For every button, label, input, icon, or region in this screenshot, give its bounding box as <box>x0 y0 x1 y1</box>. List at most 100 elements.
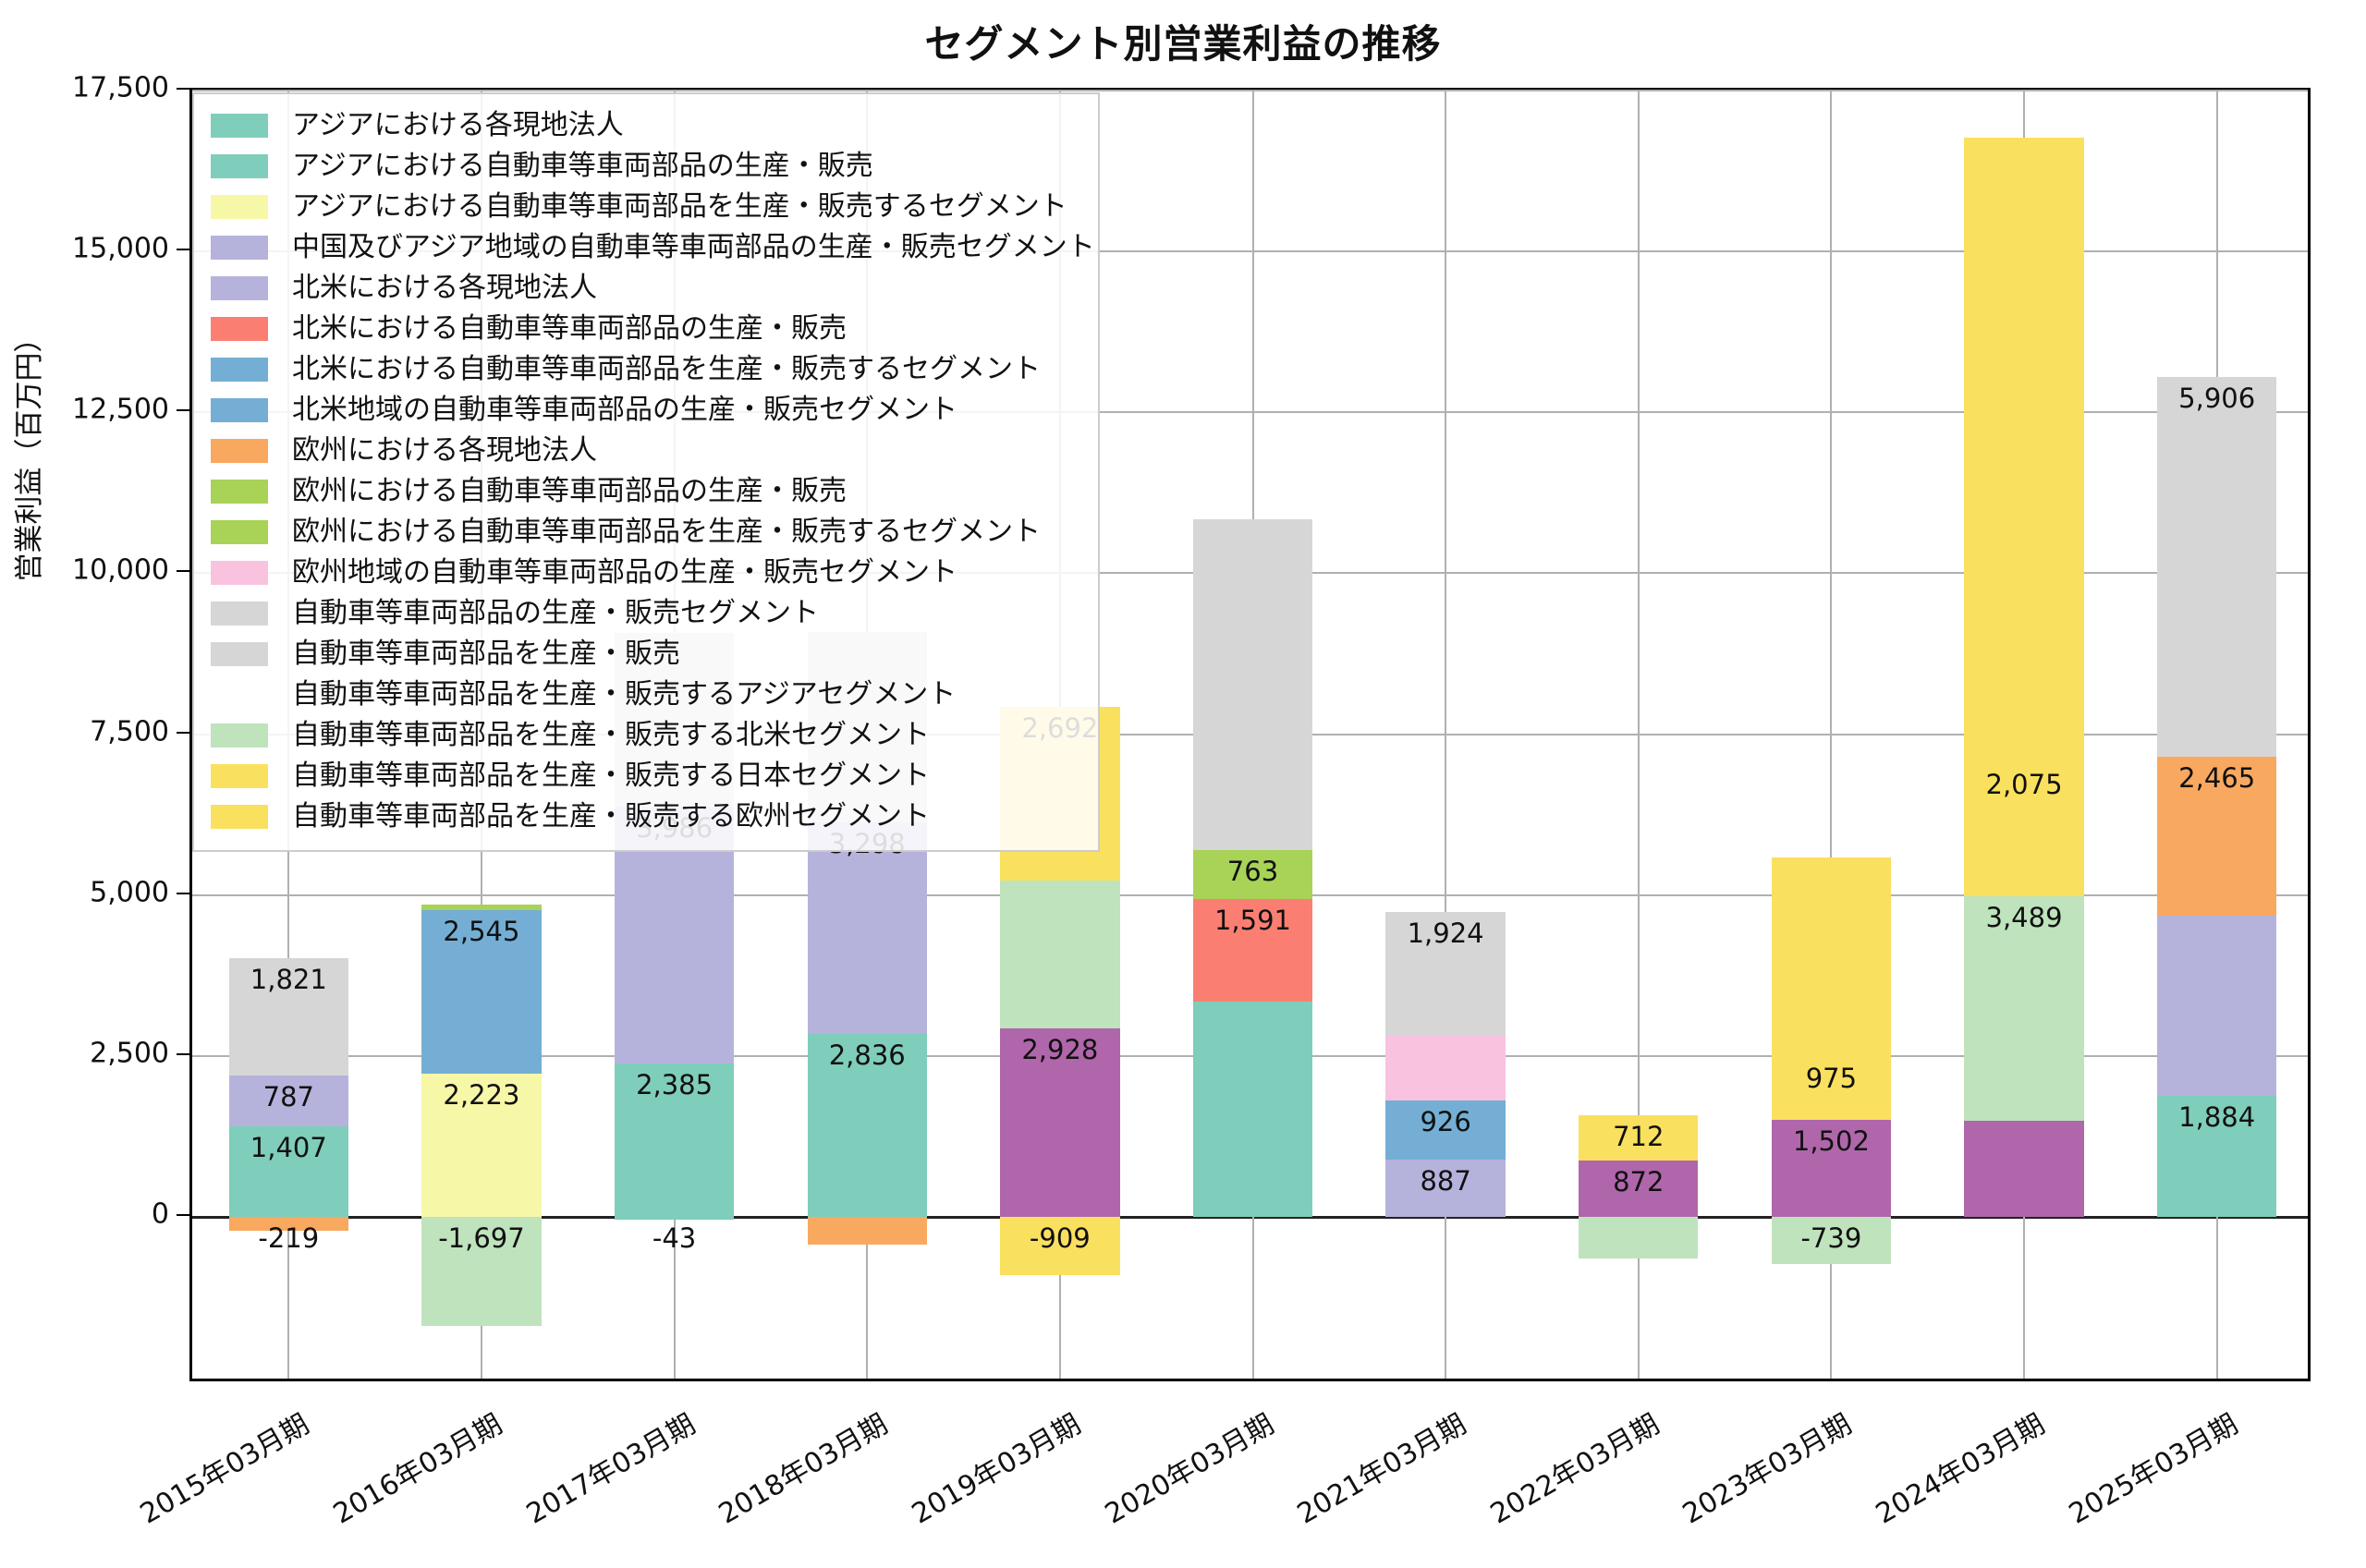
bar-segment[interactable] <box>1771 1120 1892 1217</box>
y-axis-tick-label: 17,500 <box>72 71 169 104</box>
bar-group[interactable]: 1,884 2,465 5,906 <box>2157 91 2277 1379</box>
bar-segment[interactable] <box>421 1074 542 1217</box>
legend-item[interactable]: 自動車等車両部品を生産・販売する日本セグメント <box>211 756 1081 796</box>
bar-segment[interactable] <box>2157 376 2277 757</box>
x-axis-tick-label: 2017年03月期 <box>520 1407 701 1531</box>
bar-segment[interactable] <box>2157 756 2277 916</box>
bar-segment[interactable] <box>421 909 542 1075</box>
legend-item[interactable]: 自動車等車両部品の生産・販売セグメント <box>211 593 1081 634</box>
legend-item-label: 北米地域の自動車等車両部品の生産・販売セグメント <box>292 394 957 426</box>
legend-item[interactable]: 北米における自動車等車両部品を生産・販売するセグメント <box>211 349 1081 390</box>
legend-color-swatch <box>211 683 268 707</box>
legend-item[interactable]: 北米における各現地法人 <box>211 268 1081 309</box>
legend-item-label: アジアにおける自動車等車両部品を生産・販売するセグメント <box>292 190 1067 223</box>
legend-color-swatch <box>211 276 268 300</box>
bar-segment[interactable] <box>1385 1100 1506 1161</box>
bar-segment[interactable] <box>1771 857 1892 1058</box>
legend-item[interactable]: アジアにおける自動車等車両部品を生産・販売するセグメント <box>211 187 1081 227</box>
bar-segment[interactable] <box>1964 1121 2084 1217</box>
bar-segment[interactable] <box>807 1034 927 1217</box>
legend-item[interactable]: 自動車等車両部品を生産・販売する欧州セグメント <box>211 796 1081 837</box>
bar-segment[interactable] <box>1964 762 2084 897</box>
bar-segment[interactable] <box>1000 880 1120 1028</box>
legend-item-label: 欧州における各現地法人 <box>292 434 597 467</box>
legend-item-label: 自動車等車両部品を生産・販売する日本セグメント <box>292 760 930 792</box>
legend-item[interactable]: 自動車等車両部品を生産・販売する北米セグメント <box>211 715 1081 756</box>
bar-segment[interactable] <box>421 905 542 910</box>
legend-item[interactable]: アジアにおける各現地法人 <box>211 105 1081 146</box>
bar-segment[interactable] <box>1192 1002 1313 1217</box>
bar-segment[interactable] <box>1964 137 2084 763</box>
bar-segment[interactable] <box>2157 915 2277 1096</box>
bar-segment[interactable] <box>1579 1114 1699 1161</box>
bar-group[interactable]: 872 712 <box>1579 91 1699 1379</box>
y-axis-tick-mark <box>177 1213 189 1216</box>
legend-item[interactable]: アジアにおける自動車等車両部品の生産・販売 <box>211 146 1081 187</box>
legend-item[interactable]: 北米地域の自動車等車両部品の生産・販売セグメント <box>211 390 1081 431</box>
bar-segment[interactable] <box>1385 911 1506 1036</box>
bar-segment[interactable] <box>807 821 927 1035</box>
x-axis-tick-label: 2022年03月期 <box>1484 1407 1665 1531</box>
legend-color-swatch <box>211 317 268 341</box>
legend-item-label: 北米における自動車等車両部品を生産・販売するセグメント <box>292 353 1041 385</box>
y-axis-tick-mark <box>177 731 189 734</box>
legend-item[interactable]: 欧州における各現地法人 <box>211 431 1081 471</box>
bar-group[interactable]: 1,591 763 <box>1192 91 1313 1379</box>
bar-segment[interactable] <box>1000 1216 1120 1276</box>
y-axis-tick-mark <box>177 88 189 90</box>
bar-segment[interactable] <box>2157 1095 2277 1217</box>
chart-legend: アジアにおける各現地法人アジアにおける自動車等車両部品の生産・販売 アジアにおける… <box>192 92 1100 852</box>
legend-item[interactable]: 中国及びアジア地域の自動車等車両部品の生産・販売セグメント <box>211 227 1095 268</box>
bar-segment[interactable] <box>228 1076 348 1126</box>
bar-group[interactable]: -739 1,502 975 <box>1771 91 1892 1379</box>
legend-item-label: 欧州地域の自動車等車両部品の生産・販売セグメント <box>292 556 957 589</box>
legend-item-label: 自動車等車両部品を生産・販売 <box>292 638 680 670</box>
y-axis-tick-label: 10,000 <box>72 553 169 587</box>
bar-segment[interactable] <box>1385 1160 1506 1217</box>
legend-item[interactable]: 自動車等車両部品を生産・販売するアジアセグメント <box>211 675 1081 715</box>
page-title: セグメント別営業利益の推移 <box>924 21 1442 67</box>
legend-color-swatch <box>211 439 268 463</box>
legend-item-label: 欧州における自動車等車両部品の生産・販売 <box>292 475 847 507</box>
zero-line <box>192 1215 2308 1219</box>
bar-segment[interactable] <box>228 1125 348 1217</box>
bar-segment[interactable] <box>1771 1216 1892 1265</box>
x-axis-tick-label: 2018年03月期 <box>713 1407 894 1531</box>
bar-segment[interactable] <box>1192 899 1313 1003</box>
bar-group[interactable]: 887 926 1,924 <box>1385 91 1506 1379</box>
legend-color-swatch <box>211 114 268 138</box>
y-axis-tick-label: 12,500 <box>72 393 169 426</box>
legend-item[interactable]: 自動車等車両部品を生産・販売 <box>211 634 1081 675</box>
bar-segment[interactable] <box>1192 518 1313 851</box>
bar-segment[interactable] <box>228 1216 348 1232</box>
legend-item[interactable]: 欧州における自動車等車両部品を生産・販売するセグメント <box>211 512 1081 553</box>
bar-segment[interactable] <box>807 1216 927 1245</box>
bar-segment[interactable] <box>614 1216 735 1220</box>
legend-color-swatch <box>211 154 268 178</box>
bar-segment[interactable] <box>614 1063 735 1217</box>
legend-item-label: 北米における自動車等車両部品の生産・販売 <box>292 312 847 345</box>
bar-segment[interactable] <box>228 958 348 1076</box>
bar-segment[interactable] <box>1000 1027 1120 1217</box>
bar-segment[interactable] <box>1192 850 1313 900</box>
y-axis-tick-mark <box>177 249 189 251</box>
bar-segment[interactable] <box>1385 1035 1506 1100</box>
legend-item-label: アジアにおける各現地法人 <box>292 109 624 141</box>
bar-segment[interactable] <box>421 1216 542 1327</box>
legend-item-label: 自動車等車両部品を生産・販売する欧州セグメント <box>292 800 930 833</box>
bar-segment[interactable] <box>1579 1216 1699 1259</box>
legend-color-swatch <box>211 805 268 829</box>
bar-segment[interactable] <box>1579 1161 1699 1217</box>
legend-item-label: 自動車等車両部品を生産・販売するアジアセグメント <box>292 678 957 711</box>
gridline-vertical <box>1830 91 1833 1379</box>
x-axis-tick-label: 2023年03月期 <box>1677 1407 1858 1531</box>
gridline-horizontal <box>192 411 2308 414</box>
legend-item[interactable]: 北米における自動車等車両部品の生産・販売 <box>211 309 1081 349</box>
bar-group[interactable]: 3,489 2,075 <box>1964 91 2084 1379</box>
bar-segment[interactable] <box>1771 1057 1892 1121</box>
bar-segment[interactable] <box>1964 896 2084 1122</box>
legend-color-swatch <box>211 723 268 748</box>
legend-item[interactable]: 欧州地域の自動車等車両部品の生産・販売セグメント <box>211 553 1081 593</box>
legend-item[interactable]: 欧州における自動車等車両部品の生産・販売 <box>211 471 1081 512</box>
y-axis-tick-mark <box>177 1052 189 1055</box>
